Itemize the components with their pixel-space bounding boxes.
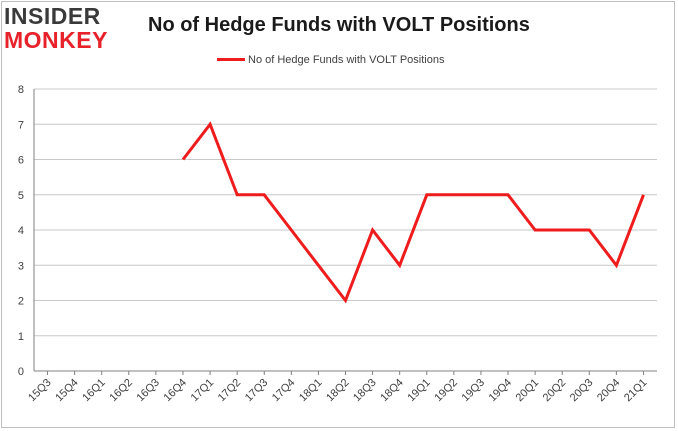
x-tick-label: 18Q2 — [324, 377, 352, 405]
y-tick-label: 5 — [18, 190, 24, 202]
y-tick-label: 7 — [18, 119, 24, 131]
x-tick-label: 17Q2 — [216, 377, 244, 405]
x-tick-label: 19Q4 — [487, 377, 515, 405]
legend: No of Hedge Funds with VOLT Positions — [217, 54, 444, 68]
axes — [33, 89, 657, 375]
y-tick-labels: 0 1 2 3 4 5 6 7 8 — [18, 84, 24, 378]
x-tick-label: 17Q3 — [243, 377, 271, 405]
y-tick-label: 0 — [18, 366, 24, 378]
x-tick-label: 16Q3 — [134, 377, 162, 405]
logo-text-top: INSIDER — [4, 3, 101, 29]
x-tick-labels: 15Q3 15Q4 16Q1 16Q2 16Q3 16Q4 17Q1 17Q2 17Q3 17Q4… — [26, 377, 649, 405]
x-tick-label: 15Q3 — [26, 377, 54, 405]
y-tick-label: 2 — [18, 296, 24, 308]
x-tick-label: 16Q1 — [80, 377, 108, 405]
x-tick-label: 17Q1 — [189, 377, 217, 405]
x-tick-label: 18Q4 — [378, 377, 406, 405]
legend-label: No of Hedge Funds with VOLT Positions — [248, 54, 445, 66]
chart-title: No of Hedge Funds with VOLT Positions — [148, 14, 530, 36]
y-tick-label: 8 — [18, 84, 24, 96]
x-tick-label: 18Q3 — [351, 377, 379, 405]
x-tick-label: 17Q4 — [270, 377, 298, 405]
x-tick-label: 16Q2 — [107, 377, 135, 405]
y-tick-label: 1 — [18, 331, 24, 343]
x-tick-label: 21Q1 — [622, 377, 650, 405]
x-tick-label: 19Q3 — [460, 377, 488, 405]
x-tick-label: 19Q1 — [405, 377, 433, 405]
x-tick-label: 16Q4 — [162, 377, 190, 405]
x-tick-label: 20Q1 — [514, 377, 542, 405]
x-tick-label: 19Q2 — [432, 377, 460, 405]
x-tick-label: 20Q2 — [541, 377, 569, 405]
x-tick-label: 15Q4 — [53, 377, 81, 405]
series — [181, 121, 645, 304]
x-tick-label: 18Q1 — [297, 377, 325, 405]
x-tick-label: 20Q4 — [595, 377, 623, 405]
series-line-0 — [181, 121, 645, 304]
insider-monkey-logo: INSIDER MONKEY — [4, 4, 130, 58]
y-tick-label: 3 — [18, 260, 24, 272]
y-tick-label: 6 — [18, 155, 24, 167]
legend-swatch — [217, 57, 245, 61]
x-tick-label: 20Q3 — [568, 377, 596, 405]
y-tick-label: 4 — [18, 225, 24, 237]
logo-text-bottom: MONKEY — [4, 27, 108, 53]
